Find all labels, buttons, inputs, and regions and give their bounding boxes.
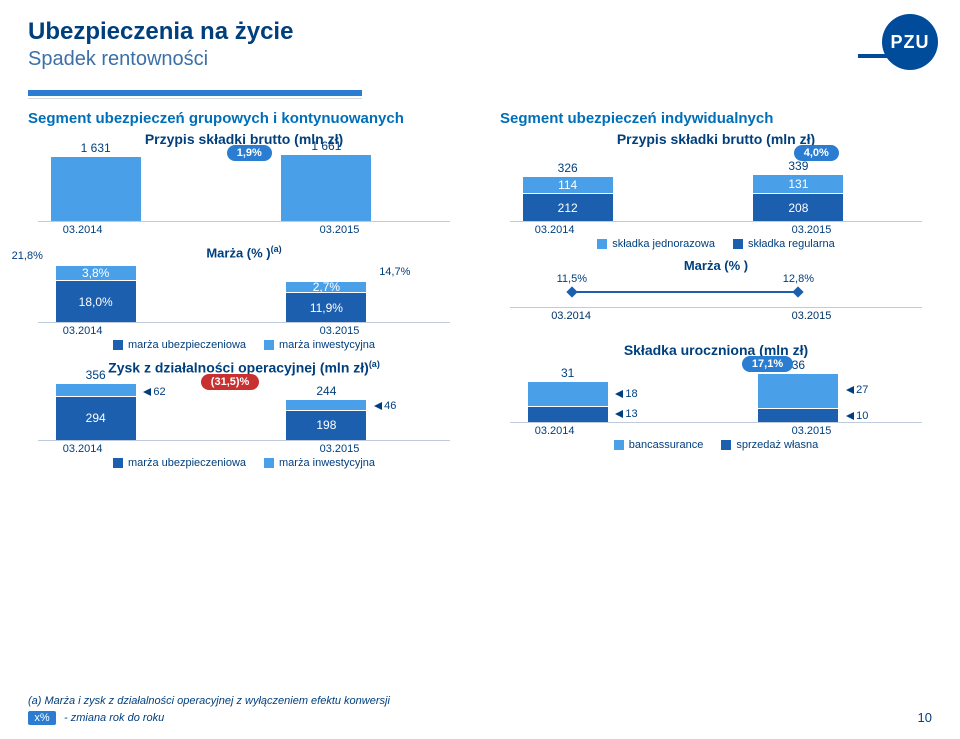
left-section-title: Segment ubezpieczeń grupowych i kontynuo… (28, 110, 460, 127)
r-chart1-bar2-bottom: 208 (753, 193, 843, 221)
page-subtitle: Spadek rentowności (28, 48, 932, 71)
r-chart3-bar2-bottom: 10 (856, 410, 868, 422)
right-column: Segment ubezpieczeń indywidualnych Przyp… (500, 110, 932, 477)
r-chart1-bar2-top: 131 (753, 175, 843, 193)
l-chart2-x1: 03.2014 (38, 325, 211, 337)
r-chart1-bar1-top: 114 (523, 177, 613, 193)
r-chart1: 4,0% 326 114 212 339 131 208 03.2014 (500, 151, 932, 250)
l-chart1: 1,9% 1 631 1 661 03.2014 03.2015 (28, 151, 460, 236)
r-chart1-title: Przypis składki brutto (mln zł) (500, 131, 932, 147)
r-chart2-v2: 12,8% (783, 273, 814, 285)
l-chart2-bar1-bottom: 18,0% (56, 280, 136, 322)
l-chart3: (31,5)% 356 62 294 244 46 198 (28, 380, 460, 469)
r-chart3-legend: bancassurance sprzedaż własna (500, 439, 932, 451)
l-chart2-x2: 03.2015 (211, 325, 450, 337)
l-chart2: 21,8% 3,8% 18,0% 14,7% 2,7% 11,9% 03.201… (28, 262, 460, 351)
l-chart3-legend: marża ubezpieczeniowa marża inwestycyjna (28, 457, 460, 469)
l-chart3-bar2-top: 46 (384, 400, 396, 412)
r-chart2-x1: 03.2014 (510, 310, 691, 322)
page-number: 10 (918, 710, 932, 725)
slide: Ubezpieczenia na życie Spadek rentownośc… (0, 0, 960, 739)
r-chart3-x1: 03.2014 (510, 425, 683, 437)
r-chart3-title: Składka uroczniona (mln zł) (500, 342, 932, 358)
r-chart3-x2: 03.2015 (683, 425, 922, 437)
l-chart2-bar1-top: 3,8% (56, 266, 136, 280)
pzu-logo-text: PZU (882, 14, 938, 70)
l-chart1-x2: 03.2015 (211, 224, 450, 236)
l-chart3-bar1-top: 62 (153, 386, 165, 398)
title-rule (28, 90, 362, 100)
footnotes: (a) Marża i zysk z działalności operacyj… (28, 695, 390, 725)
l-chart2-bar2-top: 2,7% (286, 282, 366, 292)
legend-delta-text: - zmiana rok do roku (64, 712, 164, 724)
r-chart3-bar1-total: 31 (528, 366, 608, 380)
l-chart3-bar1-bottom: 294 (56, 396, 136, 440)
r-chart1-x1: 03.2014 (510, 224, 683, 236)
r-chart2-title: Marża (% ) (500, 258, 932, 273)
l-chart2-bar1-total: 21,8% (12, 250, 43, 262)
l-chart2-bar2-bottom: 11,9% (286, 292, 366, 322)
r-chart2-v1: 11,5% (557, 273, 587, 285)
l-chart3-x1: 03.2014 (38, 443, 211, 455)
r-chart3-bar1-bottom: 13 (625, 408, 637, 420)
l-chart2-bar2-total: 14,7% (379, 266, 410, 278)
legend-delta-chip: x% (28, 711, 56, 725)
l-chart3-x2: 03.2015 (211, 443, 450, 455)
r-chart3: 17,1% 31 18 13 36 27 10 (500, 362, 932, 451)
pzu-logo: PZU (858, 14, 938, 74)
l-chart3-bar1-total: 356 (56, 368, 136, 382)
l-chart1-val1: 1 631 (51, 141, 141, 155)
r-chart1-x2: 03.2015 (683, 224, 922, 236)
l-chart1-x1: 03.2014 (38, 224, 211, 236)
r-chart1-legend: składka jednorazowa składka regularna (500, 238, 932, 250)
r-chart1-bar1-bottom: 212 (523, 193, 613, 221)
l-chart3-bar2-total: 244 (286, 384, 366, 398)
r-chart3-bar1-top: 18 (625, 388, 637, 400)
left-column: Segment ubezpieczeń grupowych i kontynuo… (28, 110, 460, 477)
r-chart1-bar2-total: 339 (753, 159, 843, 173)
r-chart2-x2: 03.2015 (691, 310, 922, 322)
r-chart2: 11,5% 12,8% (510, 277, 922, 308)
footnote-a: (a) Marża i zysk z działalności operacyj… (28, 695, 390, 707)
r-chart1-bar1-total: 326 (523, 161, 613, 175)
r-chart3-bar2-top: 27 (856, 384, 868, 396)
l-chart2-title: Marża (% )(a) (28, 244, 460, 260)
l-chart1-val2: 1 661 (281, 139, 371, 153)
columns: Segment ubezpieczeń grupowych i kontynuo… (28, 110, 932, 477)
right-section-title: Segment ubezpieczeń indywidualnych (500, 110, 932, 127)
page-title: Ubezpieczenia na życie (28, 18, 932, 46)
l-chart2-legend: marża ubezpieczeniowa marża inwestycyjna (28, 339, 460, 351)
l-chart3-bar2-bottom: 198 (286, 410, 366, 440)
r-chart3-bar2-total: 36 (758, 358, 838, 372)
